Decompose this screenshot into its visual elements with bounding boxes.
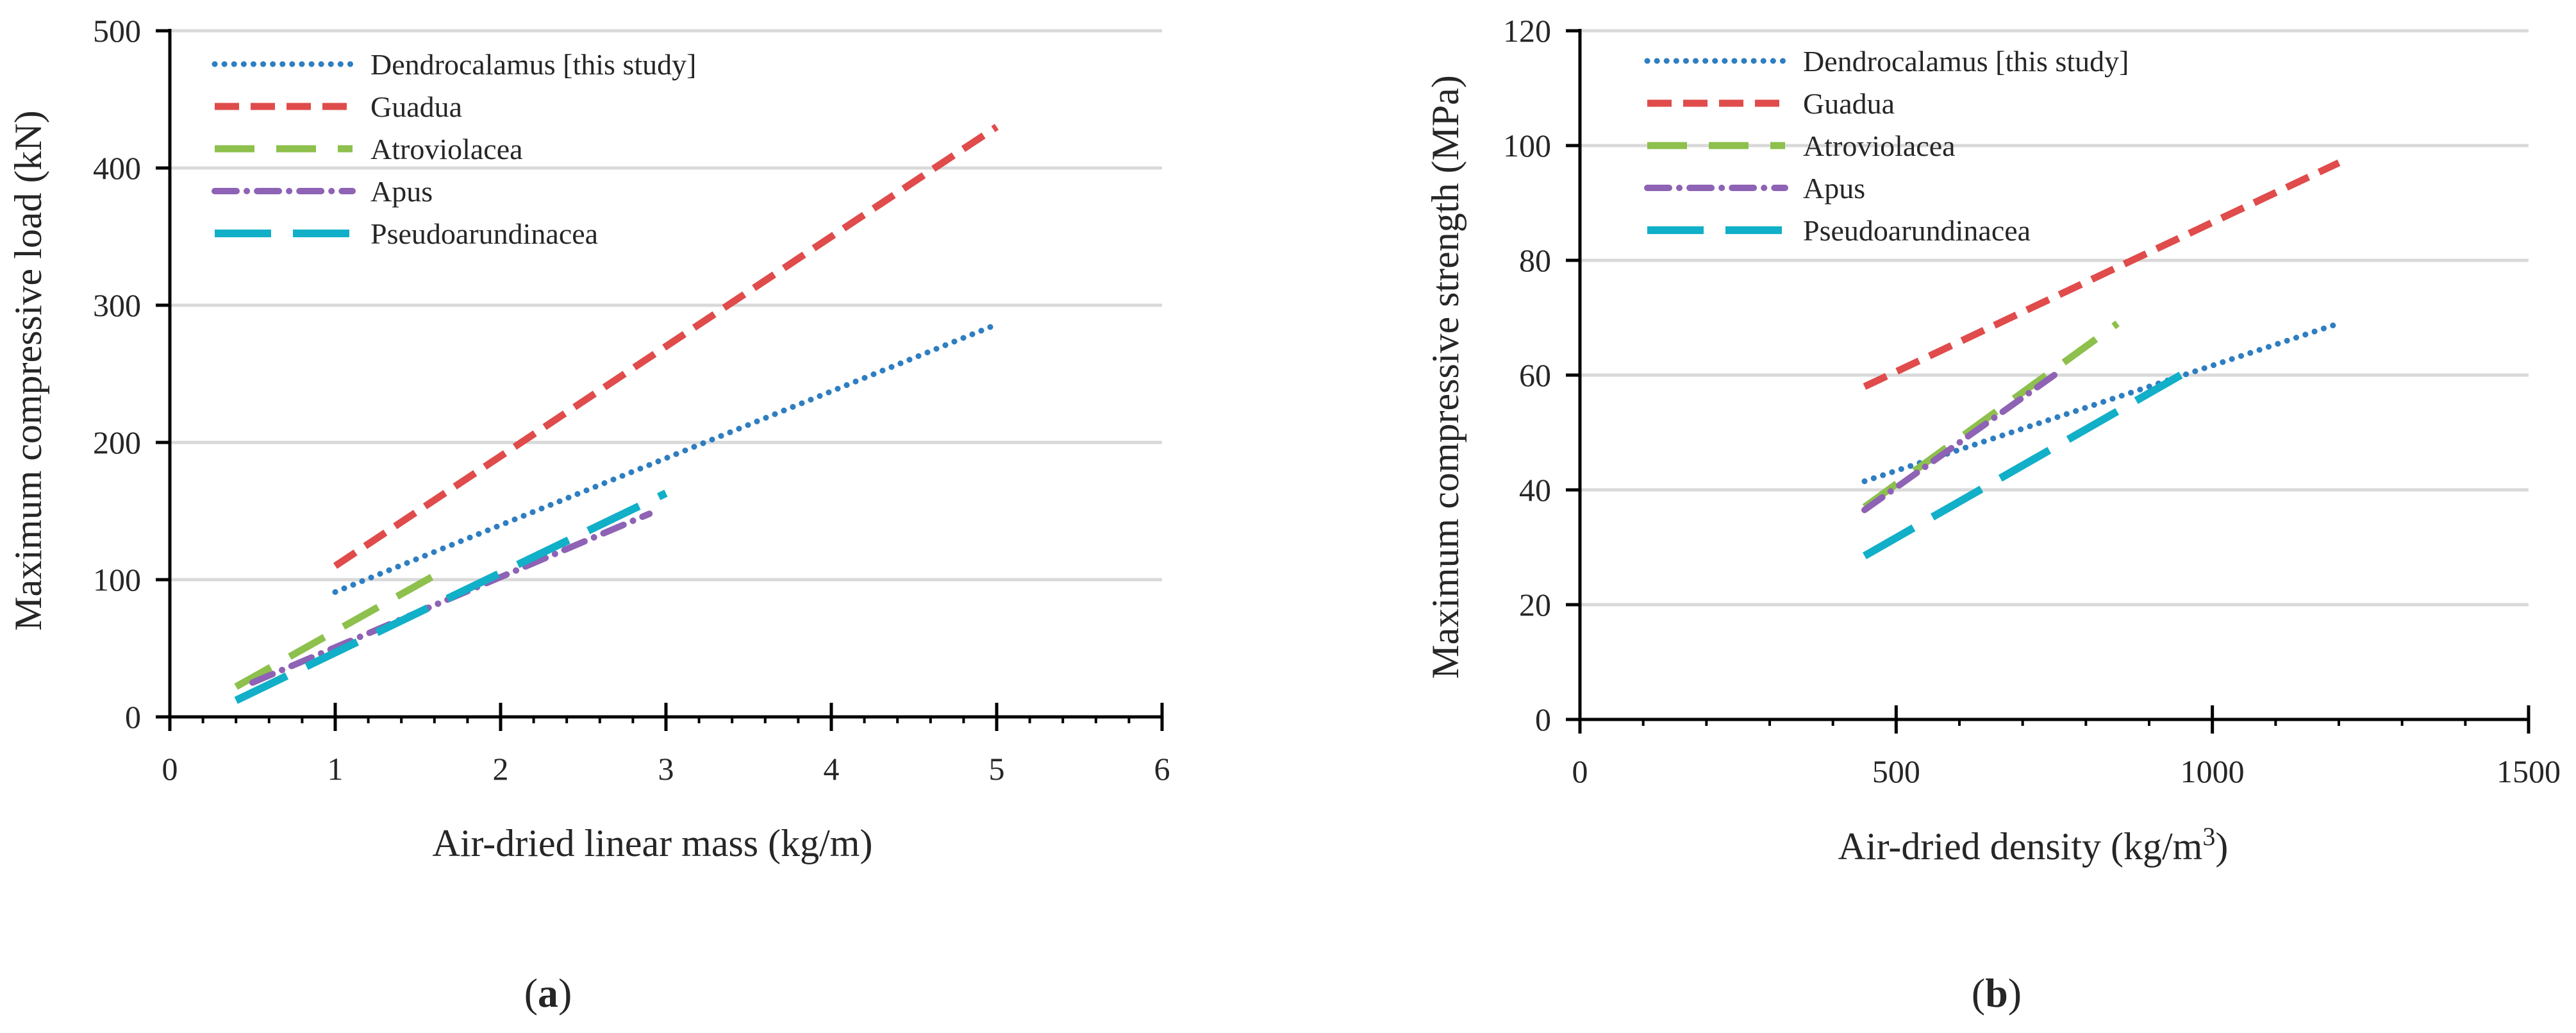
chart-b-tick-labels: 0 20 40 60 80 100 120 0 500 1000 1500 [1503, 13, 2561, 789]
legend-label: Guadua [1803, 87, 1895, 120]
y-tick-label: 400 [93, 150, 141, 186]
y-tick-label: 100 [1503, 128, 1551, 164]
legend-label: Dendrocalamus [this study] [1803, 45, 2129, 78]
chart-a-tick-labels: 0 100 200 300 400 500 0 1 2 3 4 5 6 [93, 13, 1170, 787]
x-tick-label: 3 [658, 751, 674, 787]
legend-label: Apus [370, 175, 433, 208]
series-line-guadua [1863, 159, 2341, 390]
x-tick-label: 0 [162, 751, 178, 787]
x-tick-label: 6 [1154, 751, 1170, 787]
series-line-dendrocalamus-this-study [1861, 320, 2342, 485]
x-tick-label: 4 [824, 751, 840, 787]
chart-a-series [234, 124, 1000, 704]
series-line-guadua [333, 124, 999, 569]
x-tick-label: 500 [1872, 753, 1920, 789]
legend-label: Pseudoarundinacea [1803, 214, 2031, 247]
y-tick-label: 60 [1519, 357, 1551, 393]
series-line-atroviolacea [1862, 320, 2120, 510]
chart-b-gridlines [1580, 29, 2529, 607]
y-tick-label: 500 [93, 13, 141, 49]
chart-b-y-axis-title: Maximum compressive strength (MPa) [1424, 75, 1467, 679]
chart-b: 0 20 40 60 80 100 120 0 500 1000 1500 Dendrocalamu… [1424, 13, 2561, 1016]
y-tick-label: 0 [1535, 701, 1551, 737]
chart-b-x-axis-title: Air-dried density (kg/m3) [1838, 822, 2229, 868]
x-tick-label: 1 [328, 751, 344, 787]
series-line-dendrocalamus-this-study [332, 321, 1000, 595]
chart-b-axes [1566, 29, 2530, 734]
chart-a-panel-label: (a) [524, 970, 572, 1016]
y-tick-label: 0 [125, 699, 141, 735]
legend-label: Atroviolacea [1803, 130, 1956, 162]
chart-a-axes [156, 29, 1164, 731]
y-tick-label: 20 [1519, 587, 1551, 623]
chart-a-gridlines [170, 29, 1162, 582]
chart-b-series [1861, 159, 2342, 560]
y-tick-label: 200 [93, 424, 141, 460]
chart-b-panel-label: (b) [1972, 970, 2022, 1016]
chart-a: 0 100 200 300 400 500 0 1 2 3 4 5 6 Dendrocalamus [t… [7, 13, 1170, 1016]
chart-a-legend: Dendrocalamus [this study] Guadua Atroviol… [212, 48, 696, 250]
y-tick-label: 300 [93, 287, 141, 323]
chart-b-legend: Dendrocalamus [this study] Guadua Atroviol… [1644, 45, 2129, 247]
legend-label: Apus [1803, 172, 1865, 205]
legend-label: Guadua [370, 90, 462, 123]
x-tick-label: 0 [1572, 753, 1588, 789]
x-tick-label: 5 [989, 751, 1005, 787]
legend-label: Atroviolacea [370, 133, 523, 165]
legend-label: Dendrocalamus [this study] [370, 48, 696, 81]
chart-a-x-axis-title: Air-dried linear mass (kg/m) [433, 822, 873, 864]
x-tick-label: 1000 [2181, 753, 2245, 789]
x-tick-label: 2 [493, 751, 509, 787]
x-tick-label: 1500 [2497, 753, 2561, 789]
y-tick-label: 100 [93, 562, 141, 598]
series-line-apus [1861, 372, 2057, 514]
series-line-pseudoarundinacea [234, 489, 668, 704]
series-line-atroviolacea [234, 572, 436, 690]
y-tick-label: 80 [1519, 242, 1551, 278]
series-line-pseudoarundinacea [1863, 371, 2183, 560]
y-tick-label: 40 [1519, 472, 1551, 508]
chart-a-y-axis-title: Maximum compressive load (kN) [7, 110, 49, 631]
legend-label: Pseudoarundinacea [370, 217, 598, 250]
y-tick-label: 120 [1503, 13, 1551, 49]
